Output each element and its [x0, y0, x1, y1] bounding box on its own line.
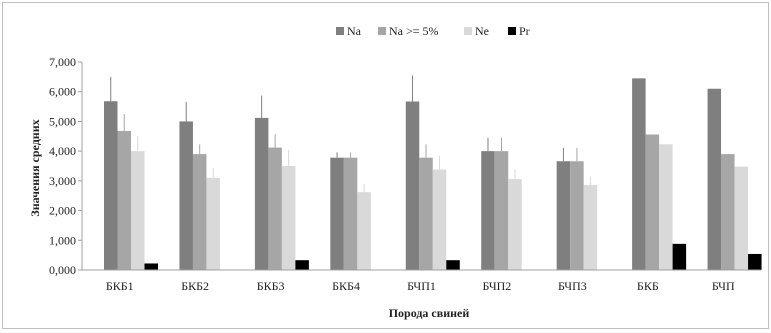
- bar: [419, 157, 433, 270]
- bar: [632, 78, 646, 270]
- bar: [734, 166, 749, 270]
- legend-label: Pr: [519, 24, 530, 38]
- bar: [721, 154, 735, 270]
- bar: [117, 130, 131, 270]
- bar: [357, 192, 371, 270]
- bar: [206, 177, 220, 270]
- legend: Na Na >= 5% Ne Pr: [336, 24, 530, 38]
- chart-frame: Na Na >= 5% Ne Pr 0,000 1,000 2,000 3,000 4,000…: [2, 2, 769, 329]
- legend-swatch: [464, 27, 472, 35]
- x-tick-label: БКБ1: [106, 279, 134, 293]
- legend-item: Ne: [464, 24, 489, 38]
- bar: [104, 101, 118, 270]
- y-tick-label: 1,000: [49, 233, 76, 247]
- y-tick-label: 5,000: [49, 114, 76, 128]
- x-tick-label: БКБ3: [257, 279, 285, 293]
- bar: [254, 117, 269, 270]
- x-tick-label: БКБ: [637, 279, 659, 293]
- y-axis-title: Значения средних: [28, 119, 42, 216]
- legend-swatch: [378, 27, 386, 35]
- x-tick-label: БЧП3: [558, 279, 587, 293]
- bar: [707, 88, 722, 270]
- legend-label: Ne: [475, 24, 489, 38]
- legend-item: Na: [336, 24, 362, 38]
- bar: [281, 166, 296, 270]
- legend-label: Na: [347, 24, 362, 38]
- bar: [330, 157, 344, 270]
- bar: [508, 179, 522, 270]
- y-tick-label: 3,000: [49, 174, 76, 188]
- legend-swatch: [508, 27, 516, 35]
- y-axis: 0,000 1,000 2,000 3,000 4,000 5,000 6,000 7,000: [49, 55, 83, 277]
- legend-swatch: [336, 27, 344, 35]
- bar: [645, 134, 660, 270]
- legend-item: Pr: [508, 24, 530, 38]
- bar: [179, 121, 193, 270]
- legend-label: Na >= 5%: [389, 24, 439, 38]
- y-tick-label: 4,000: [49, 144, 76, 158]
- bar: [494, 151, 509, 270]
- bar-chart: Na Na >= 5% Ne Pr 0,000 1,000 2,000 3,000 4,000…: [28, 24, 762, 320]
- x-tick-label: БКБ2: [181, 279, 209, 293]
- x-axis-title: Порода свиней: [389, 306, 470, 320]
- bar: [583, 185, 598, 270]
- bar: [295, 260, 309, 270]
- bar: [131, 151, 145, 270]
- bar: [268, 147, 282, 270]
- bar: [556, 161, 571, 270]
- y-tick-label: 2,000: [49, 204, 76, 218]
- bar: [192, 154, 207, 270]
- bar: [144, 263, 158, 270]
- bar: [405, 101, 420, 271]
- bar: [432, 169, 447, 270]
- y-tick-label: 7,000: [49, 55, 76, 69]
- bar: [672, 243, 687, 270]
- x-tick-label: БКБ4: [332, 279, 360, 293]
- legend-item: Na >= 5%: [378, 24, 439, 38]
- bar: [343, 157, 358, 270]
- bar: [481, 151, 495, 270]
- x-tick-label: БЧП1: [407, 279, 436, 293]
- y-tick-label: 0,000: [49, 263, 76, 277]
- bar: [748, 253, 762, 270]
- bar: [570, 161, 584, 270]
- x-tick-label: БЧП2: [483, 279, 512, 293]
- x-axis: БКБ1 БКБ2 БКБ3 БКБ4 БЧП1 БЧП2 БЧП3 БКБ БЧП: [82, 269, 761, 293]
- y-tick-label: 6,000: [49, 85, 76, 99]
- bar: [659, 144, 673, 270]
- bar: [446, 260, 460, 270]
- bars: [104, 75, 762, 271]
- x-tick-label: БЧП: [712, 279, 735, 293]
